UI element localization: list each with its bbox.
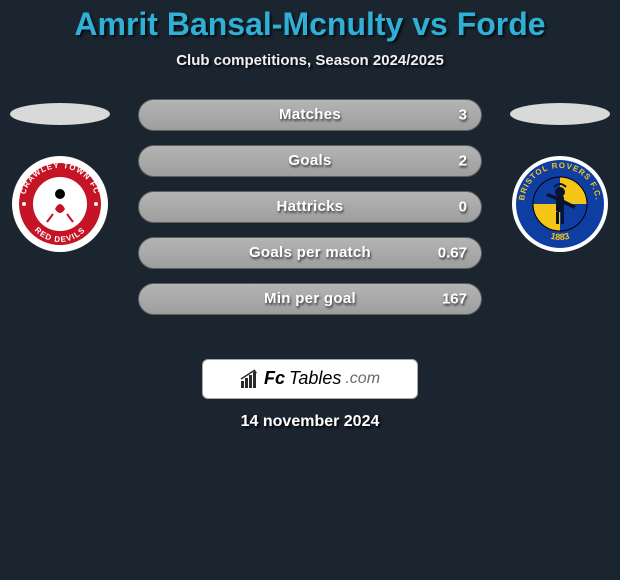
- stat-pill: Goals 2: [138, 145, 482, 177]
- brand-fc: Fc: [264, 368, 285, 389]
- svg-text:1883: 1883: [550, 230, 571, 241]
- stat-pill: Matches 3: [138, 99, 482, 131]
- fctables-logo-icon: [240, 369, 260, 389]
- player-left-ellipse: [10, 103, 110, 125]
- stat-label: Hattricks: [277, 198, 344, 215]
- stat-pill: Hattricks 0: [138, 191, 482, 223]
- comparison-card: Amrit Bansal-Mcnulty vs Forde Club compe…: [0, 0, 620, 580]
- stat-pill: Goals per match 0.67: [138, 237, 482, 269]
- club-badge-left: CRAWLEY TOWN FC RED DEVILS: [10, 154, 110, 254]
- stat-right: 2: [459, 152, 467, 169]
- stat-label: Goals per match: [249, 244, 371, 261]
- brand-tables: Tables: [289, 368, 341, 389]
- snapshot-date: 14 november 2024: [0, 413, 620, 431]
- compare-area: CRAWLEY TOWN FC RED DEVILS: [0, 99, 620, 339]
- brand-box: FcTables.com: [202, 359, 418, 399]
- stat-right: 167: [442, 290, 467, 307]
- stat-pill-list: Matches 3 Goals 2 Hattricks 0 Goals per …: [138, 99, 482, 315]
- stat-right: 3: [459, 106, 467, 123]
- stat-pill: Min per goal 167: [138, 283, 482, 315]
- player-right-ellipse: [510, 103, 610, 125]
- brand-com: .com: [345, 370, 380, 388]
- stat-right: 0.67: [438, 244, 467, 261]
- club-badge-right: BRISTOL ROVERS F.C. 1883: [510, 154, 610, 254]
- headline: Amrit Bansal-Mcnulty vs Forde: [0, 8, 620, 52]
- stat-label: Min per goal: [264, 290, 356, 307]
- stat-right: 0: [459, 198, 467, 215]
- stat-label: Matches: [279, 106, 341, 123]
- subtitle: Club competitions, Season 2024/2025: [0, 52, 620, 69]
- stat-label: Goals: [288, 152, 331, 169]
